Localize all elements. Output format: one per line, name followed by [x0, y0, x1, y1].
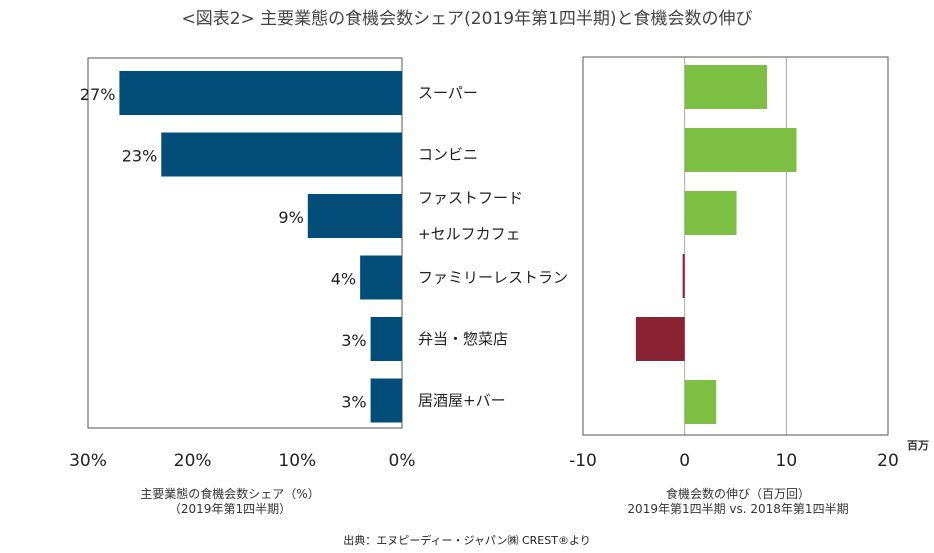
share-tick-label: 10% [278, 451, 316, 471]
growth-chart-xlabel-line1: 食機会数の伸び（百万回） [666, 486, 810, 501]
share-value-label: 27% [80, 85, 116, 104]
growth-tick-label: 20 [877, 451, 899, 471]
growth-chart-unit: 百万 [907, 439, 929, 452]
chart-title: <図表2> 主要業態の食機会数シェア(2019年第1四半期)と食機会数の伸び [181, 9, 752, 29]
share-tick-label: 20% [174, 451, 212, 471]
share-chart: 27% 23% 9% 4% 3% 3% 30% 20% 10% 0% 主要業態の食機会数シェア（… [69, 57, 416, 516]
share-value-label: 23% [122, 147, 158, 166]
share-value-label: 4% [331, 270, 356, 289]
category-label: スーパー [418, 84, 478, 102]
share-bar [307, 194, 402, 238]
category-label: コンビニ [418, 146, 478, 164]
growth-bar [684, 128, 797, 172]
share-value-label: 9% [278, 208, 303, 227]
category-label: +セルフカフェ [418, 225, 521, 243]
category-label: ファストフード [418, 189, 523, 207]
growth-bar [684, 380, 717, 424]
share-tick-label: 30% [69, 451, 107, 471]
share-bar [370, 317, 402, 361]
category-label: ファミリーレストラン [418, 269, 568, 287]
share-chart-xlabel-line1: 主要業態の食機会数シェア（%） [140, 486, 319, 501]
share-value-label: 3% [341, 331, 366, 350]
share-bar [370, 378, 402, 423]
growth-bar [682, 254, 685, 298]
growth-bar [684, 191, 737, 235]
category-label: 弁当・惣菜店 [418, 330, 508, 348]
category-label: 居酒屋+バー [418, 392, 506, 410]
share-bar [360, 255, 402, 300]
share-chart-frame [87, 57, 403, 429]
share-tick-label: 0% [389, 451, 416, 471]
share-bar [161, 132, 402, 177]
growth-chart: -10 0 10 20 百万 食機会数の伸び（百万回） 2019年第1四半期 vs. … [569, 56, 929, 516]
growth-chart-xlabel-line2: 2019年第1四半期 vs. 2018年第1四半期 [627, 502, 848, 516]
growth-tick-label: 10 [776, 451, 798, 471]
growth-bar [635, 317, 685, 361]
source-note: 出典：エヌピーディー・ジャパン㈱ CREST®より [343, 533, 590, 547]
growth-bar [684, 65, 768, 109]
growth-chart-frame [582, 56, 889, 436]
share-bar [119, 71, 403, 115]
share-chart-xlabel-line2: （2019年第1四半期） [169, 502, 291, 516]
growth-tick-label: 0 [679, 451, 690, 471]
share-value-label: 3% [341, 393, 366, 412]
growth-tick-label: -10 [569, 451, 597, 471]
